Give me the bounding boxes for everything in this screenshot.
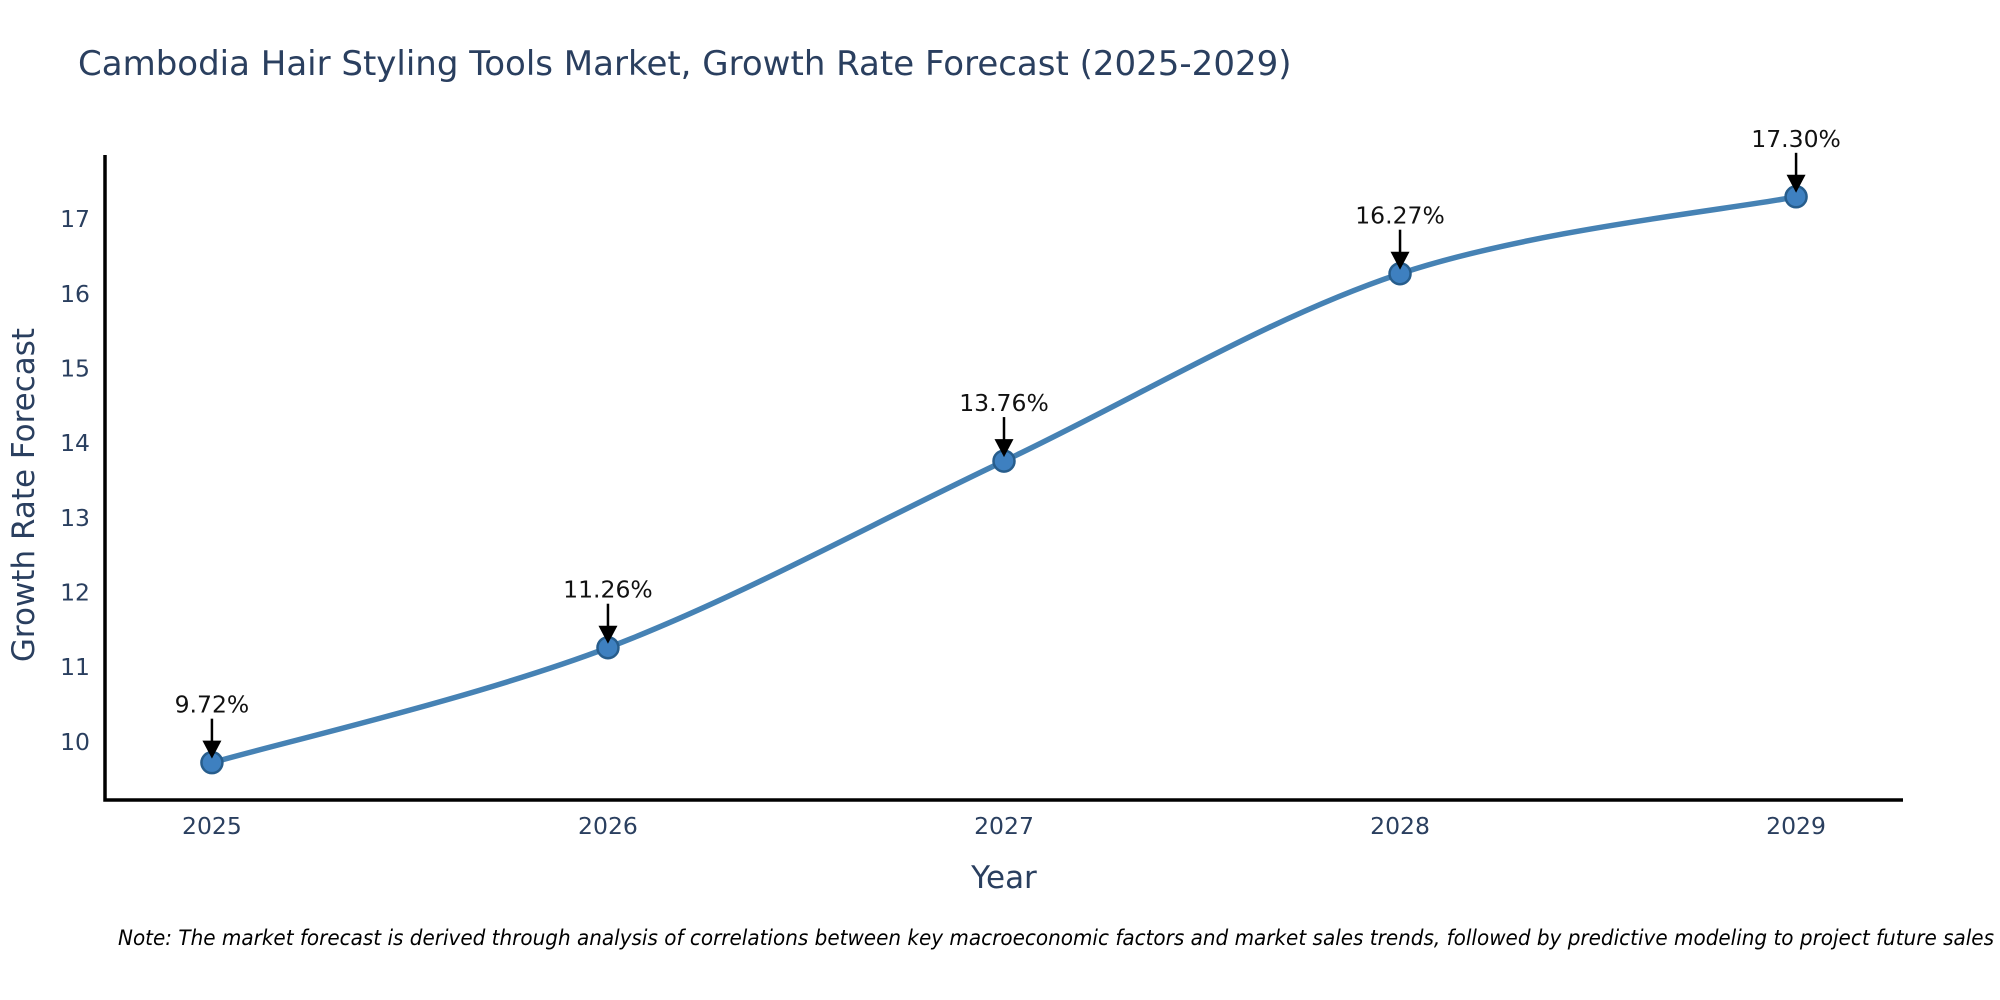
- plot-area: [200, 185, 1808, 775]
- axis-lines: [103, 155, 1903, 802]
- y-tick-label-12: 12: [60, 578, 90, 606]
- annotation-label: 13.76%: [959, 389, 1049, 417]
- annotation-arrowhead: [1786, 174, 1806, 193]
- annotation-2025: 9.72%: [175, 691, 250, 759]
- y-tick-label-14: 14: [60, 429, 90, 457]
- x-tick-label-2026: 2026: [578, 812, 638, 840]
- annotation-arrowhead: [598, 625, 618, 644]
- annotation-2027: 13.76%: [959, 389, 1049, 458]
- y-tick-label-13: 13: [60, 504, 90, 532]
- annotation-2028: 16.27%: [1355, 202, 1445, 270]
- annotation-2026: 11.26%: [563, 576, 653, 644]
- x-tick-label-2028: 2028: [1370, 812, 1430, 840]
- x-tick-label-2029: 2029: [1766, 812, 1826, 840]
- annotation-arrowhead: [1390, 251, 1410, 270]
- axes: [103, 155, 1903, 802]
- forecast-line: [209, 194, 1799, 766]
- x-tick-label-2025: 2025: [182, 812, 242, 840]
- x-axis-title: Year: [970, 860, 1037, 896]
- annotation-label: 9.72%: [175, 691, 250, 719]
- tick-labels: 10 11 12 13 14 15 16 17 2025 2026 2027 2028 2029: [60, 205, 1826, 840]
- annotation-label: 11.26%: [563, 576, 653, 604]
- chart-title: Cambodia Hair Styling Tools Market, Grow…: [78, 44, 1291, 84]
- y-tick-label-11: 11: [60, 653, 90, 681]
- footnote: Note: The market forecast is derived thr…: [118, 926, 1994, 951]
- y-axis-title: Growth Rate Forecast: [6, 328, 42, 662]
- y-tick-label-17: 17: [60, 205, 90, 233]
- annotation-arrowhead: [994, 439, 1014, 458]
- y-tick-label-10: 10: [60, 728, 90, 756]
- annotation-arrowhead: [202, 740, 222, 759]
- x-tick-label-2027: 2027: [974, 812, 1034, 840]
- y-tick-label-15: 15: [60, 355, 90, 383]
- annotation-label: 17.30%: [1751, 125, 1841, 153]
- y-tick-label-16: 16: [60, 280, 90, 308]
- annotation-2029: 17.30%: [1751, 125, 1841, 193]
- annotations: 9.72% 11.26% 13.76% 16.27% 17.30%: [175, 125, 1841, 759]
- annotation-label: 16.27%: [1355, 202, 1445, 230]
